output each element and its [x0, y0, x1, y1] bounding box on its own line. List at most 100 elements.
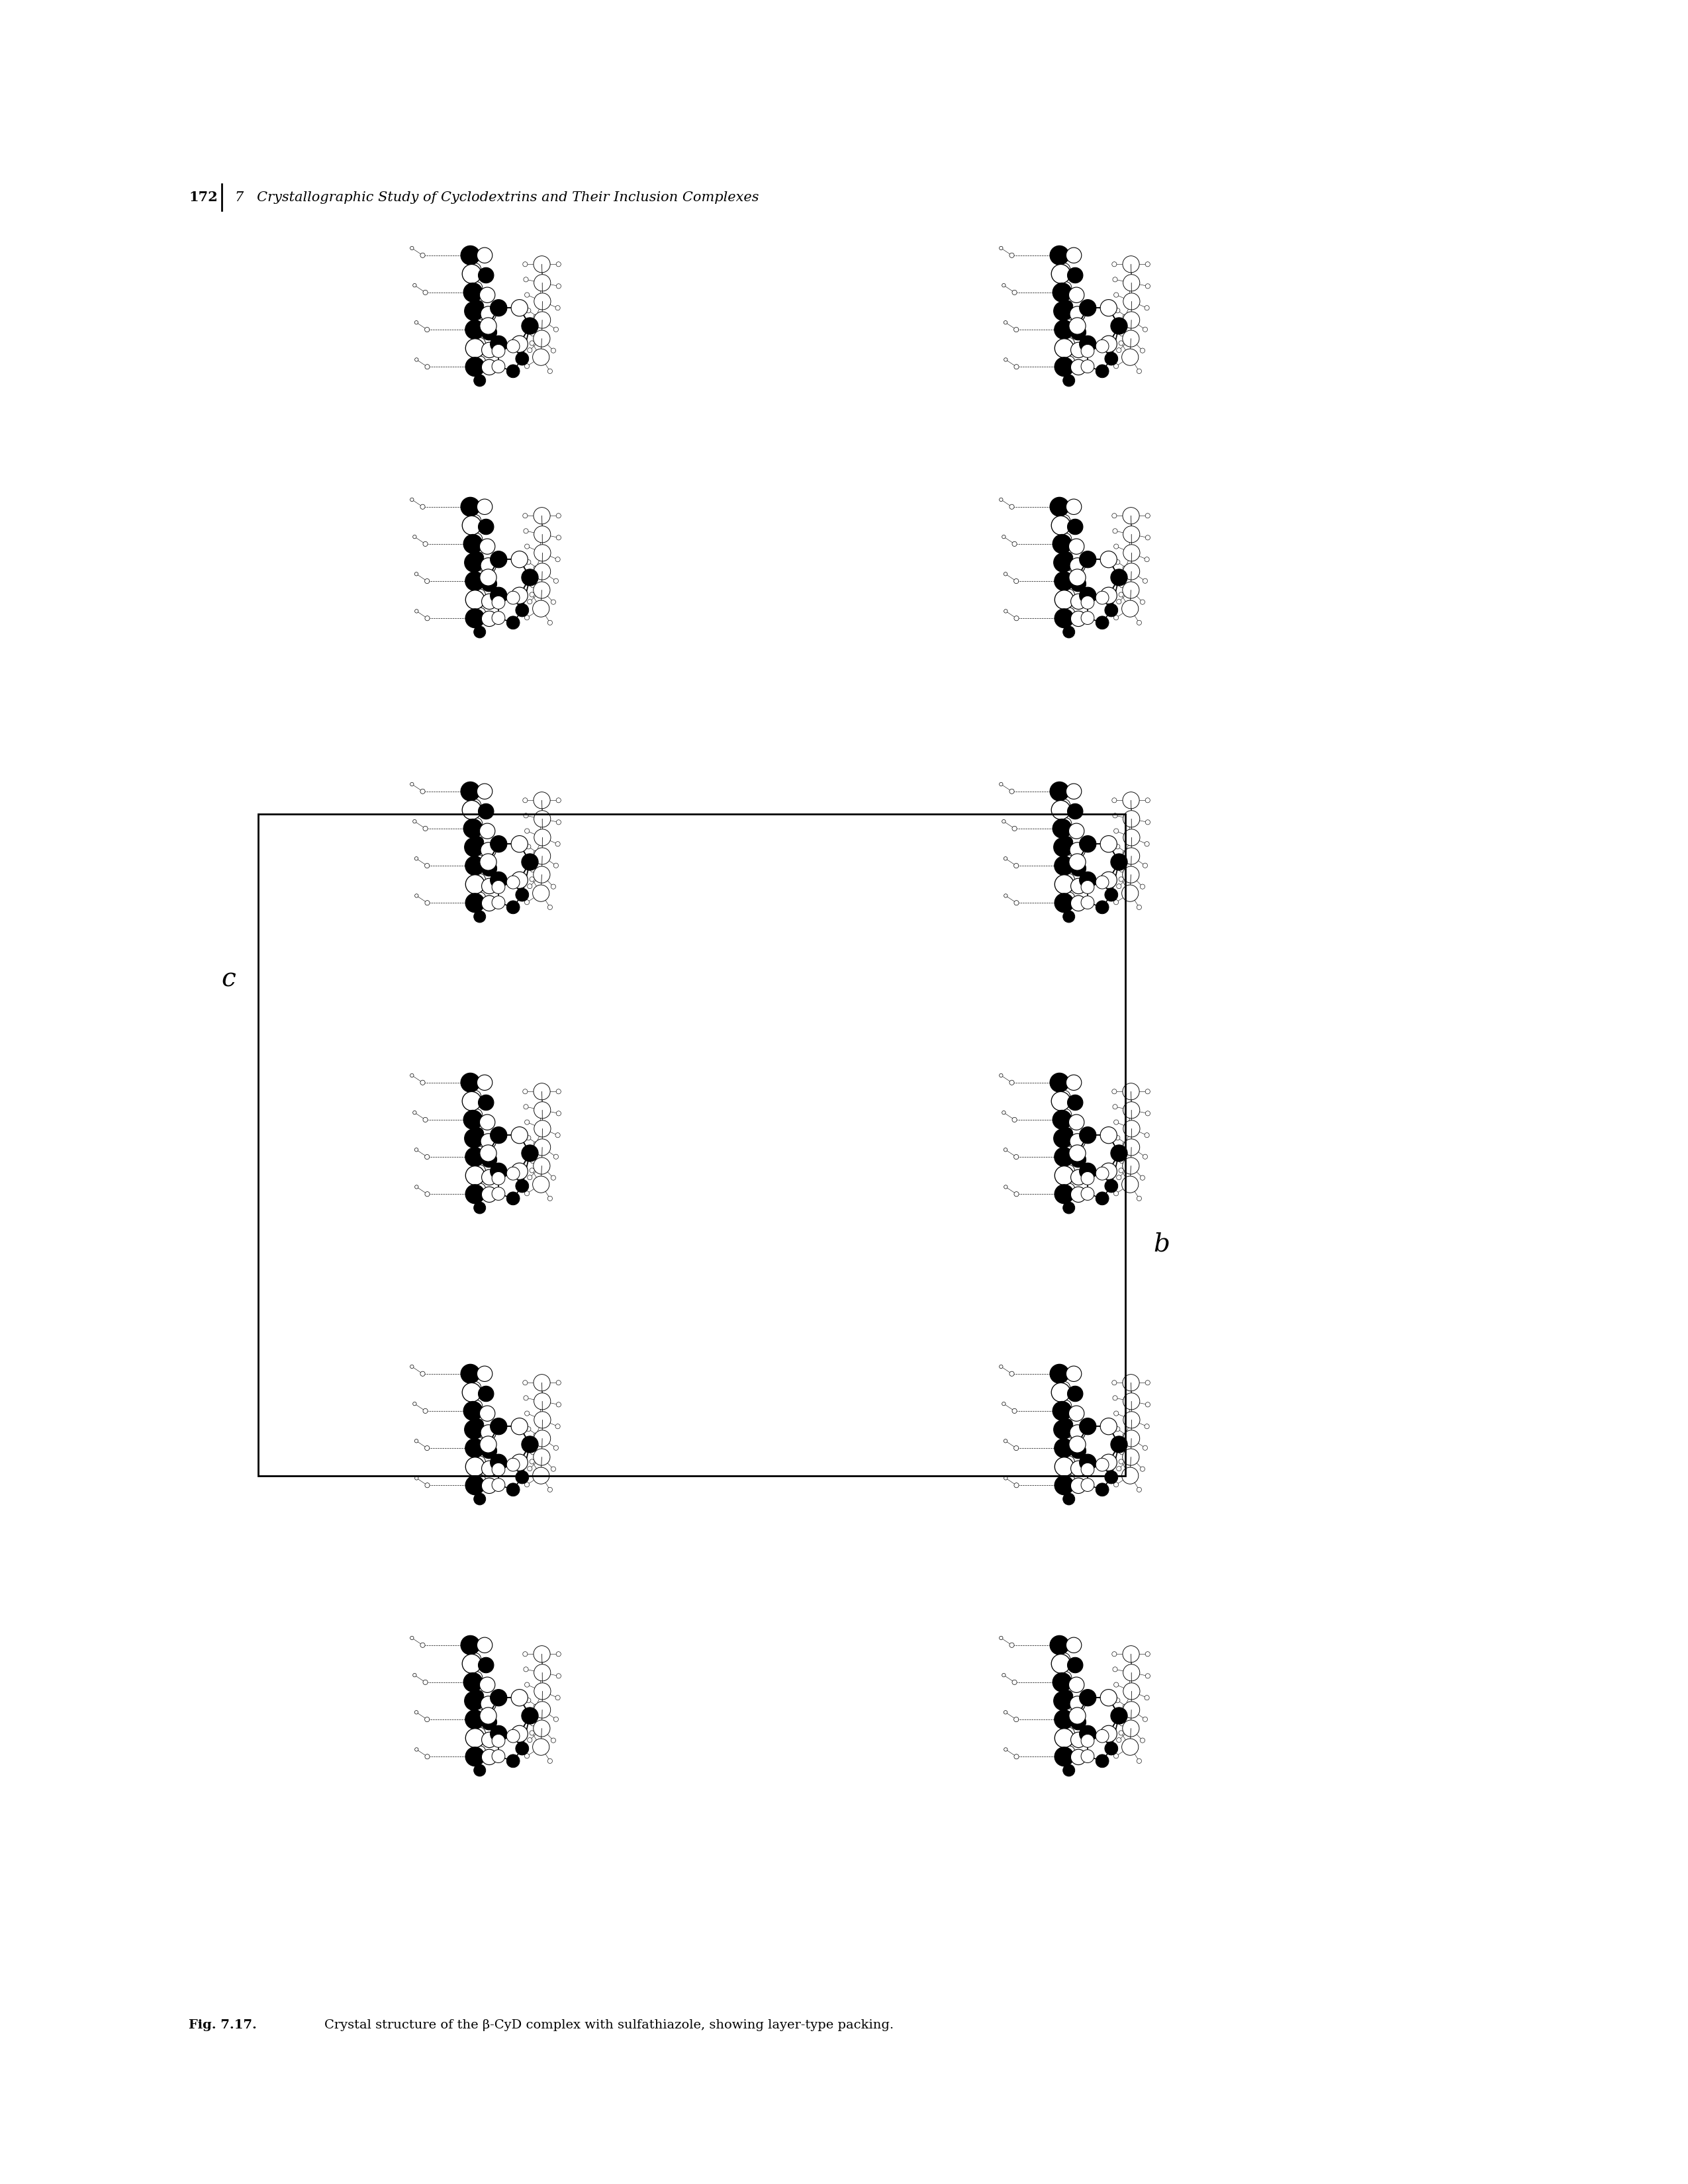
- Circle shape: [1063, 1474, 1075, 1487]
- Circle shape: [533, 1721, 550, 1736]
- Circle shape: [1112, 262, 1117, 266]
- Circle shape: [1129, 815, 1133, 819]
- Circle shape: [1119, 1160, 1124, 1164]
- Circle shape: [525, 365, 530, 369]
- Circle shape: [464, 284, 483, 301]
- Circle shape: [1123, 601, 1138, 618]
- Circle shape: [490, 336, 506, 352]
- Circle shape: [1136, 1197, 1141, 1201]
- Circle shape: [1067, 520, 1084, 535]
- Circle shape: [1144, 1380, 1150, 1385]
- Circle shape: [506, 1459, 520, 1472]
- Circle shape: [479, 570, 496, 585]
- Circle shape: [511, 336, 528, 352]
- Circle shape: [1101, 336, 1117, 352]
- Circle shape: [1123, 810, 1139, 828]
- Circle shape: [464, 301, 483, 321]
- Circle shape: [527, 1697, 530, 1704]
- Circle shape: [469, 1090, 481, 1103]
- Circle shape: [491, 1463, 505, 1476]
- Circle shape: [540, 1398, 544, 1402]
- Circle shape: [1123, 1374, 1139, 1391]
- Circle shape: [1112, 1651, 1117, 1655]
- Circle shape: [533, 1177, 549, 1192]
- Circle shape: [474, 356, 486, 367]
- Circle shape: [533, 885, 549, 902]
- Circle shape: [424, 1679, 427, 1684]
- Circle shape: [461, 1365, 479, 1382]
- Circle shape: [425, 1446, 429, 1450]
- Circle shape: [491, 1188, 505, 1201]
- Circle shape: [533, 566, 538, 570]
- Circle shape: [1112, 529, 1117, 533]
- Circle shape: [1060, 282, 1072, 293]
- Circle shape: [1114, 1190, 1119, 1197]
- Circle shape: [1079, 587, 1096, 603]
- Circle shape: [479, 317, 496, 334]
- Circle shape: [1146, 1112, 1150, 1116]
- Circle shape: [474, 336, 486, 349]
- Circle shape: [1063, 356, 1075, 367]
- Circle shape: [1070, 1461, 1087, 1476]
- Circle shape: [555, 1380, 560, 1385]
- Circle shape: [1111, 854, 1128, 871]
- Circle shape: [474, 891, 486, 904]
- Circle shape: [1123, 349, 1138, 365]
- Circle shape: [1123, 867, 1139, 882]
- Circle shape: [466, 1728, 484, 1747]
- Circle shape: [469, 1653, 481, 1664]
- Circle shape: [1070, 1444, 1085, 1459]
- Circle shape: [464, 1402, 483, 1420]
- Circle shape: [533, 601, 549, 618]
- Circle shape: [1014, 1446, 1018, 1450]
- Circle shape: [1069, 570, 1085, 585]
- Circle shape: [466, 1710, 484, 1730]
- Circle shape: [1123, 275, 1139, 290]
- Circle shape: [479, 1406, 495, 1422]
- Circle shape: [1050, 1072, 1069, 1092]
- Circle shape: [1119, 1730, 1124, 1736]
- Circle shape: [528, 577, 532, 581]
- Circle shape: [474, 1164, 486, 1177]
- Circle shape: [506, 1754, 520, 1767]
- Circle shape: [1052, 1653, 1070, 1673]
- Circle shape: [410, 1075, 414, 1077]
- Circle shape: [1123, 1142, 1128, 1147]
- Circle shape: [1119, 332, 1124, 336]
- Circle shape: [1079, 550, 1096, 568]
- Circle shape: [1114, 1411, 1119, 1415]
- Circle shape: [1079, 871, 1096, 889]
- Circle shape: [1139, 1738, 1144, 1743]
- Circle shape: [424, 542, 427, 546]
- Circle shape: [1009, 505, 1014, 509]
- Circle shape: [415, 1186, 419, 1188]
- Circle shape: [481, 1714, 496, 1730]
- Text: 7   Crystallographic Study of Cyclodextrins and Their Inclusion Complexes: 7 Crystallographic Study of Cyclodextrin…: [235, 190, 760, 203]
- Circle shape: [1116, 885, 1121, 889]
- Circle shape: [555, 306, 560, 310]
- Circle shape: [1050, 1636, 1069, 1655]
- Circle shape: [547, 1197, 552, 1201]
- Circle shape: [414, 535, 417, 539]
- Circle shape: [471, 1671, 483, 1684]
- Circle shape: [525, 544, 530, 548]
- Circle shape: [1009, 788, 1014, 793]
- Circle shape: [478, 1094, 495, 1109]
- Circle shape: [474, 1457, 486, 1468]
- Circle shape: [554, 579, 559, 583]
- Circle shape: [523, 1666, 528, 1671]
- Circle shape: [1013, 290, 1016, 295]
- Circle shape: [420, 253, 425, 258]
- Circle shape: [473, 319, 484, 330]
- Circle shape: [461, 782, 479, 802]
- Circle shape: [1136, 369, 1141, 373]
- Circle shape: [469, 515, 481, 526]
- Circle shape: [474, 1494, 486, 1505]
- Circle shape: [469, 799, 481, 810]
- Circle shape: [1050, 782, 1069, 802]
- Circle shape: [533, 1704, 538, 1708]
- Circle shape: [415, 1149, 419, 1151]
- Circle shape: [1080, 1188, 1094, 1201]
- Circle shape: [414, 1673, 417, 1677]
- Circle shape: [1114, 1120, 1119, 1125]
